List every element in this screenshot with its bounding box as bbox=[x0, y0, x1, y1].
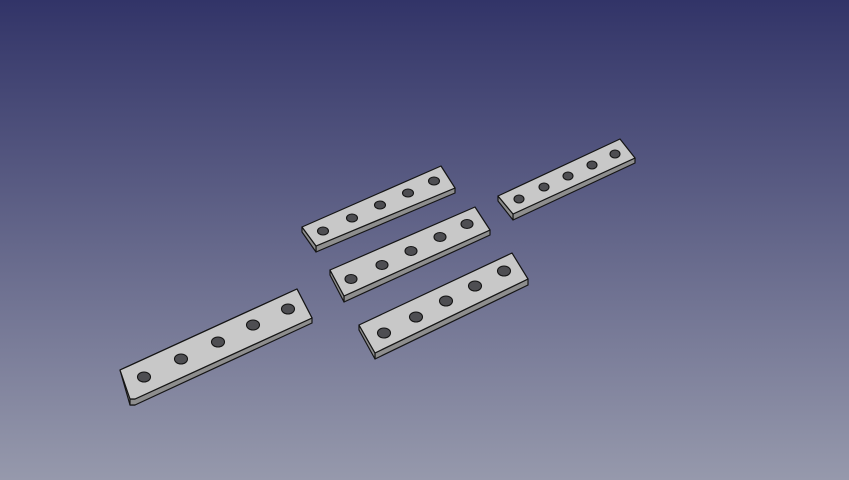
plate-hole bbox=[496, 265, 512, 277]
plate-hole bbox=[438, 295, 454, 307]
plate-hole bbox=[467, 280, 483, 292]
plate-hole bbox=[316, 226, 330, 236]
plate-hole bbox=[373, 200, 387, 210]
plate-center[interactable] bbox=[329, 206, 491, 303]
plate-hole bbox=[609, 149, 621, 159]
plate-hole bbox=[245, 319, 261, 331]
plate-hole bbox=[345, 213, 359, 223]
plate-top-middle[interactable] bbox=[301, 165, 456, 253]
plate-right[interactable] bbox=[497, 138, 636, 221]
plate-hole bbox=[460, 218, 474, 230]
plate-hole bbox=[538, 182, 550, 192]
plate-hole bbox=[344, 273, 358, 285]
plate-hole bbox=[513, 194, 525, 204]
plate-hole bbox=[586, 160, 598, 170]
plate-hole bbox=[376, 327, 392, 339]
plate-hole bbox=[375, 259, 389, 271]
plate-hole bbox=[136, 371, 152, 383]
plate-large[interactable] bbox=[119, 288, 313, 406]
plate-hole bbox=[401, 188, 415, 198]
plate-hole bbox=[562, 171, 574, 181]
plate-hole bbox=[173, 353, 189, 365]
plate-hole bbox=[210, 336, 226, 348]
plate-hole bbox=[433, 231, 447, 243]
plate-lower-middle[interactable] bbox=[358, 252, 529, 360]
plate-hole bbox=[408, 311, 424, 323]
plate-hole bbox=[280, 303, 296, 315]
plate-hole bbox=[404, 245, 418, 257]
plate-hole bbox=[427, 176, 441, 186]
